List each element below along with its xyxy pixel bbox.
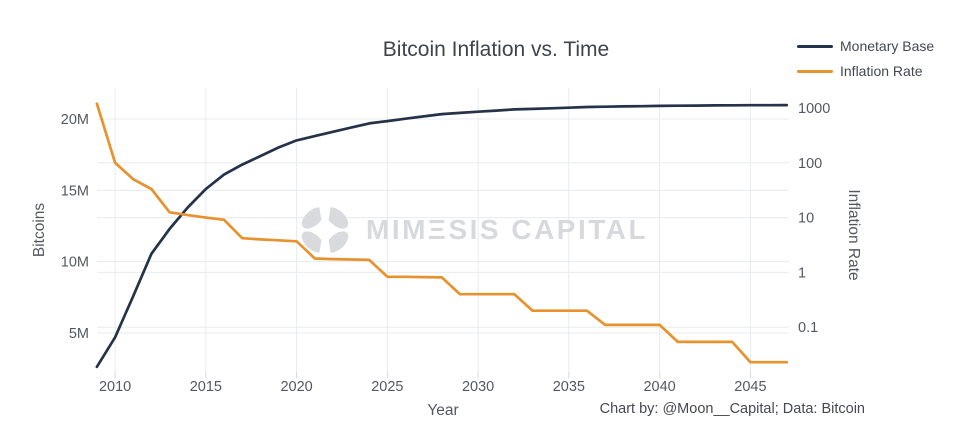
attribution-caption: Chart by: @Moon__Capital; Data: Bitcoin [599,401,865,417]
inflation-rate-line [95,102,789,364]
x-tick-label: 2035 [553,379,585,395]
inflation-rate-line-swatch [797,69,833,73]
legend-item-monetary-base[interactable]: Monetary Base [797,38,934,54]
y-left-tick-label: 20M [61,112,89,128]
x-tick-label: 2040 [643,379,675,395]
legend: Monetary Base Inflation Rate [797,38,934,79]
y-right-tick-label: 1000 [798,101,830,117]
x-tick-label: 2030 [462,379,494,395]
x-tick-label: 2045 [734,379,766,395]
x-tick-label: 2015 [190,379,222,395]
y-right-tick-label: 1 [798,265,806,281]
y-right-tick-label: 0.1 [798,320,818,336]
legend-label-inflation-rate: Inflation Rate [840,63,923,79]
y-left-tick-label: 5M [69,326,89,342]
x-tick-label: 2025 [371,379,403,395]
y-left-tick-label: 15M [61,183,89,199]
y-right-tick-label: 100 [798,156,822,172]
x-axis-title: Year [427,402,459,419]
chart-title: Bitcoin Inflation vs. Time [382,38,610,61]
x-tick-label: 2020 [280,379,312,395]
monetary-base-line [95,103,789,369]
legend-label-monetary-base: Monetary Base [840,38,935,54]
legend-item-inflation-rate[interactable]: Inflation Rate [797,63,934,79]
x-tick-label: 2010 [99,379,131,395]
monetary-base-line-swatch [797,44,833,48]
y-right-tick-label: 10 [798,211,814,227]
y-left-tick-label: 10M [61,255,89,271]
